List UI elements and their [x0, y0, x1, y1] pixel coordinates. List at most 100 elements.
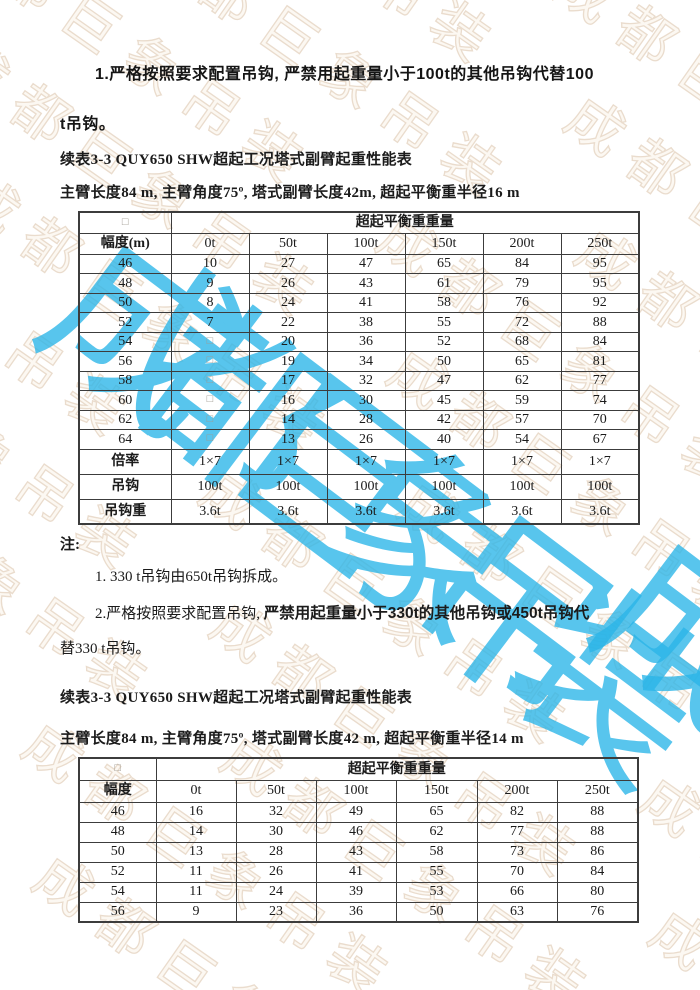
table-value-cell: 86 [556, 841, 639, 863]
row-label-cell: 54 [78, 331, 172, 352]
table-value-cell: 24 [235, 881, 317, 903]
column-header-cell: 200t [482, 232, 562, 255]
table-value-cell: □ [170, 429, 250, 450]
row-label-cell: 56 [78, 351, 172, 372]
table-value-cell: 62 [395, 821, 478, 843]
table-value-cell: 73 [476, 841, 558, 863]
row-label-cell: 吊钩重 [78, 498, 172, 525]
table-value-cell: 65 [395, 801, 478, 823]
table-value-cell: 14 [248, 409, 328, 430]
table-value-cell: 52 [404, 331, 484, 352]
table-value-cell: 27 [248, 253, 328, 274]
table-value-cell: 34 [326, 351, 406, 372]
table-value-cell: 79 [482, 273, 562, 294]
table-value-cell: 53 [395, 881, 478, 903]
table-value-cell: □ [170, 351, 250, 372]
table-value-cell: 39 [315, 881, 397, 903]
row-label-cell: 62 [78, 409, 172, 430]
intro-paragraph-line1: 1.严格按照要求配置吊钩, 严禁用起重量小于100t的其他吊钩代替100 [95, 60, 594, 84]
intro-paragraph-line2: t吊钩。 [60, 110, 115, 134]
column-header-cell: 200t [476, 779, 558, 803]
table-value-cell: 3.6t [326, 498, 406, 525]
table-value-cell: 43 [315, 841, 397, 863]
table-value-cell: 9 [170, 273, 250, 294]
table-value-cell: 26 [248, 273, 328, 294]
table-value-cell: 95 [560, 253, 640, 274]
row-label-cell: 64 [78, 429, 172, 450]
table-value-cell: 46 [315, 821, 397, 843]
note-1: 1. 330 t吊钩由650t吊钩拆成。 [95, 569, 288, 585]
row-label-cell: 52 [78, 861, 157, 883]
table-value-cell: 74 [560, 390, 640, 411]
table-value-cell: 72 [482, 312, 562, 333]
table-value-cell: 3.6t [482, 498, 562, 525]
table-value-cell: 42 [404, 409, 484, 430]
table-value-cell: 50 [404, 351, 484, 372]
table-value-cell: 57 [482, 409, 562, 430]
table-value-cell: 1×7 [248, 448, 328, 475]
row-label-cell: 54 [78, 881, 157, 903]
table-value-cell: 3.6t [404, 498, 484, 525]
table-value-cell: 20 [248, 331, 328, 352]
table-value-cell: 70 [560, 409, 640, 430]
row-label-cell: 倍率 [78, 448, 172, 475]
table-value-cell: 100t [248, 473, 328, 500]
intro-text-bold: 严禁用起重量小于100t的其他吊钩代替100 [284, 66, 594, 83]
note-2-line2: 替330 t吊钩。 [60, 641, 151, 657]
table-value-cell: 36 [315, 901, 397, 923]
note2-normal: 2.严格按照要求配置吊钩, [95, 606, 264, 622]
table-value-cell: 65 [482, 351, 562, 372]
table-value-cell: 84 [482, 253, 562, 274]
table-value-cell: 63 [476, 901, 558, 923]
row-label-cell: 吊钩 [78, 473, 172, 500]
row-label-cell: 46 [78, 253, 172, 274]
table-value-cell: 47 [326, 253, 406, 274]
table-value-cell: 8 [170, 292, 250, 313]
table-value-cell: 58 [404, 292, 484, 313]
table-value-cell: 67 [560, 429, 640, 450]
column-header-cell: 250t [560, 232, 640, 255]
table-value-cell: 10 [170, 253, 250, 274]
table-value-cell: 28 [235, 841, 317, 863]
corner-placeholder-cell: □ [78, 757, 157, 781]
table-value-cell: 70 [476, 861, 558, 883]
row-label-cell: 46 [78, 801, 157, 823]
note-2-line1: 2.严格按照要求配置吊钩, 严禁用起重量小于330t的其他吊钩或450t吊钩代 [95, 601, 589, 623]
row-label-cell: 48 [78, 821, 157, 843]
column-header-cell: 0t [170, 232, 250, 255]
table-value-cell: □ [170, 331, 250, 352]
table-value-cell: 82 [476, 801, 558, 823]
table-value-cell: 1×7 [170, 448, 250, 475]
table-value-cell: 3.6t [248, 498, 328, 525]
group-header-cell: 超起平衡重重量 [155, 757, 639, 781]
table-value-cell: 80 [556, 881, 639, 903]
table-value-cell: 84 [560, 331, 640, 352]
table-value-cell: 16 [248, 390, 328, 411]
column-header-cell: 0t [155, 779, 237, 803]
table1-title: 续表3-3 QUY650 SHW超起工况塔式副臂起重性能表 [60, 152, 413, 168]
table-value-cell: 55 [395, 861, 478, 883]
table-value-cell: 68 [482, 331, 562, 352]
table-value-cell: 32 [235, 801, 317, 823]
row-label-cell: 60 [78, 390, 172, 411]
table-value-cell: 77 [476, 821, 558, 843]
table-value-cell: 1×7 [560, 448, 640, 475]
table-value-cell: 3.6t [170, 498, 250, 525]
column-header-cell: 100t [326, 232, 406, 255]
row-label-cell: 48 [78, 273, 172, 294]
table2-parameters: 主臂长度84 m, 主臂角度75º, 塔式副臂长度42 m, 超起平衡重半径14… [60, 731, 524, 747]
table-value-cell: 65 [404, 253, 484, 274]
table-value-cell: 1×7 [482, 448, 562, 475]
table-value-cell: 3.6t [560, 498, 640, 525]
table-value-cell: 40 [404, 429, 484, 450]
table-value-cell: 43 [326, 273, 406, 294]
table-value-cell: 100t [170, 473, 250, 500]
table-value-cell: 13 [155, 841, 237, 863]
table-value-cell: 62 [482, 370, 562, 391]
table-value-cell: 50 [395, 901, 478, 923]
table-value-cell: 9 [155, 901, 237, 923]
performance-table-1: □ 超起平衡重重量 幅度(m) 0t 50t 100t 150t 200t 250t 46 10 27… [78, 211, 641, 525]
table-value-cell: 81 [560, 351, 640, 372]
